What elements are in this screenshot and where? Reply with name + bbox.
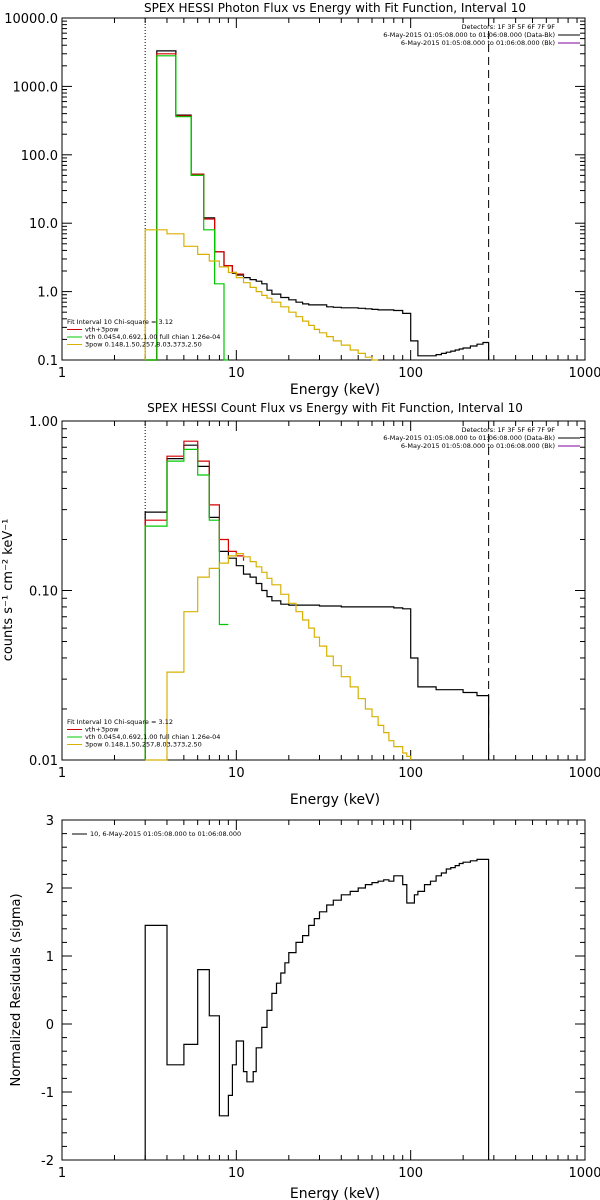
residuals-y-tick-label: 3 [46,814,54,829]
count-flux-legend-left-text: vth+3pow [85,726,119,734]
count-flux-y-tick-label: 1.00 [29,415,58,430]
count-flux-y-tick-label: 0.01 [29,754,58,769]
residuals-y-tick-label: -1 [41,1086,54,1101]
count-flux-series-0-line [144,444,490,760]
residuals-x-tick-label: 1 [58,1166,66,1181]
photon-flux-y-tick-label: 1.0 [37,286,58,301]
count-flux-legend-left-text: vth 0.0454,0.692,1.00 full chian 1.26e-0… [85,733,220,741]
photon-flux-plot-frame [61,17,586,361]
count-flux-legend-right-text: 6-May-2015 01:05:08.000 to 01:06:08.000 … [401,442,555,450]
photon-flux-x-tick-label: 100 [398,366,423,381]
count-flux-legend-left-text: 3pow 0.148,1.50,257,8.03,373,2.50 [85,741,202,749]
count-flux-legend-right-text: Detectors: 1F 3F 5F 6F 7F 9F [461,426,555,434]
photon-flux-legend-right-text: Detectors: 1F 3F 5F 6F 7F 9F [461,23,555,31]
photon-flux-panel: SPEX HESSI Photon Flux vs Energy with Fi… [4,1,600,398]
photon-flux-series-2-line [145,55,229,361]
photon-flux-y-tick-label: 100.0 [21,149,58,164]
photon-flux-series-1-line [145,53,245,361]
photon-flux-legend-right-text: 6-May-2015 01:05:08.000 to 01:06:08.000 … [383,31,555,39]
residuals-x-tick-label: 1000 [568,1166,600,1181]
count-flux-title: SPEX HESSI Count Flux vs Energy with Fit… [147,401,523,415]
residuals-x-tick-label: 100 [398,1166,423,1181]
photon-flux-y-tick-label: 1000.0 [13,80,59,95]
residuals-xlabel: Energy (keV) [290,1186,380,1200]
count-flux-x-tick-label: 1000 [568,766,600,781]
photon-flux-y-tick-label: 10000.0 [4,12,58,27]
residuals-y-tick-label: 0 [46,1018,54,1033]
photon-flux-legend-right-text: 6-May-2015 01:05:08.000 to 01:06:08.000 … [401,39,555,47]
residuals-y-tick-label: 1 [46,950,54,965]
count-flux-x-tick-label: 1 [58,766,66,781]
photon-flux-legend-left-text: Fit Interval 10 Chi-square = 3.12 [67,318,173,326]
residuals-plot-frame [61,819,586,1161]
count-flux-y-tick-label: 0.10 [29,585,58,600]
photon-flux-x-tick-label: 10 [228,366,245,381]
residuals-y-tick-label: 2 [46,882,54,897]
photon-flux-xlabel: Energy (keV) [290,382,380,398]
photon-flux-y-tick-label: 0.1 [37,354,58,369]
photon-flux-title: SPEX HESSI Photon Flux vs Energy with Fi… [144,1,526,15]
residuals-panel: 1 10 100 1000 -2 -1 0 1 2 3 10, 6-May-2015 01:05:… [9,814,600,1200]
count-flux-plot-frame [61,420,586,761]
residuals-ylabel: Normalized Residuals (sigma) [9,893,24,1086]
photon-flux-y-tick-label: 10.0 [29,217,58,232]
count-flux-series-1-line [144,440,245,760]
residuals-legend-text: 10, 6-May-2015 01:05:08.000 to 01:06:08.… [90,830,241,838]
photon-flux-x-tick-label: 1000 [568,366,600,381]
count-flux-panel: SPEX HESSI Count Flux vs Energy with Fit… [1,401,600,808]
residuals-x-tick-label: 10 [228,1166,245,1181]
photon-flux-legend-left-text: vth+3pow [85,326,119,334]
count-flux-series-2-line [144,448,229,760]
photon-flux-series-0-line [145,50,490,361]
count-flux-legend-right-text: 6-May-2015 01:05:08.000 to 01:06:08.000 … [383,434,555,442]
residuals-y-tick-label: -2 [41,1154,54,1169]
photon-flux-legend-left-text: vth 0.0454,0.692,1.00 full chian 1.26e-0… [85,333,220,341]
photon-flux-legend-left-text: 3pow 0.148,1.50,257,8.03,373,2.50 [85,341,202,349]
count-flux-ylabel: counts s⁻¹ cm⁻² keV⁻¹ [1,519,16,662]
residuals-series-0-line [144,858,490,1160]
count-flux-x-tick-label: 100 [398,766,423,781]
photon-flux-series-3-line [144,229,379,361]
count-flux-xlabel: Energy (keV) [290,792,380,808]
count-flux-legend-left-text: Fit Interval 10 Chi-square = 3.12 [67,718,173,726]
photon-flux-x-tick-label: 1 [58,366,66,381]
count-flux-x-tick-label: 10 [228,766,245,781]
count-flux-series-3-line [145,553,412,761]
